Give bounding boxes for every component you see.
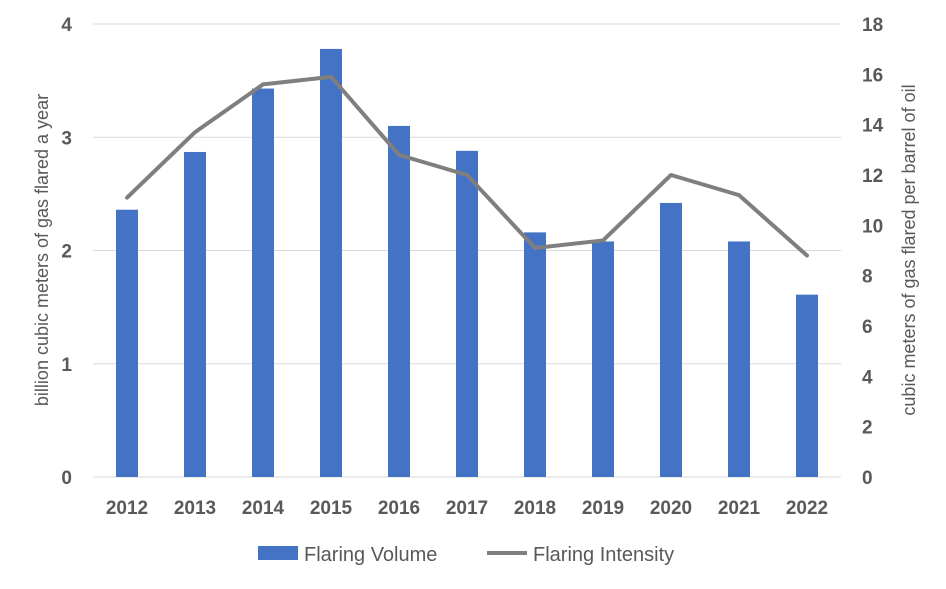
legend-label-flaring-intensity: Flaring Intensity [533, 544, 674, 566]
left-y-axis-tick-labels: 0 1 2 3 4 [61, 15, 72, 489]
left-y-tick-label: 1 [61, 355, 72, 376]
x-tick-label: 2017 [446, 498, 488, 519]
x-tick-label: 2019 [582, 498, 624, 519]
bar [796, 294, 818, 477]
bar [660, 202, 682, 477]
right-y-tick-label: 2 [862, 418, 873, 439]
x-axis-tick-labels: 2012 2013 2014 2015 2016 2017 2018 2019 2020 2021… [106, 498, 828, 519]
x-tick-label: 2018 [514, 498, 556, 519]
left-y-axis-title: billion cubic meters of gas flared a yea… [32, 94, 52, 406]
line-series-flaring-intensity [125, 74, 809, 258]
legend-swatch-flaring-volume [258, 546, 298, 560]
right-y-axis-tick-labels: 0 2 4 6 8 10 12 14 16 18 [862, 15, 884, 489]
right-y-tick-label: 18 [862, 15, 883, 36]
right-y-tick-label: 12 [862, 166, 883, 187]
bar [592, 241, 614, 477]
x-tick-label: 2012 [106, 498, 148, 519]
bar [456, 150, 478, 477]
x-tick-label: 2016 [378, 498, 420, 519]
x-tick-label: 2013 [174, 498, 216, 519]
right-y-tick-label: 4 [862, 367, 873, 388]
right-y-tick-label: 8 [862, 267, 873, 288]
right-y-tick-label: 6 [862, 317, 873, 338]
bar-series-flaring-volume [116, 48, 818, 478]
right-y-axis-title: cubic meters of gas flared per barrel of… [899, 84, 919, 415]
right-y-tick-label: 14 [862, 116, 884, 137]
x-tick-label: 2015 [310, 498, 353, 519]
right-y-tick-label: 10 [862, 216, 883, 237]
left-y-tick-label: 3 [61, 128, 72, 149]
bar [524, 232, 546, 477]
x-tick-label: 2022 [786, 498, 828, 519]
x-tick-label: 2021 [718, 498, 761, 519]
right-y-tick-label: 0 [862, 468, 873, 489]
legend: Flaring Volume Flaring Intensity [258, 544, 674, 566]
bar [116, 209, 138, 478]
right-y-tick-label: 16 [862, 65, 883, 86]
x-tick-label: 2020 [650, 498, 692, 519]
left-y-tick-label: 0 [61, 468, 72, 489]
left-y-tick-label: 2 [61, 242, 72, 263]
bar [728, 241, 750, 477]
bar [320, 48, 342, 477]
bar [184, 151, 206, 477]
bar [388, 125, 410, 478]
bar [252, 88, 274, 478]
x-tick-label: 2014 [242, 498, 285, 519]
legend-label-flaring-volume: Flaring Volume [304, 544, 437, 566]
left-y-tick-label: 4 [61, 15, 72, 36]
